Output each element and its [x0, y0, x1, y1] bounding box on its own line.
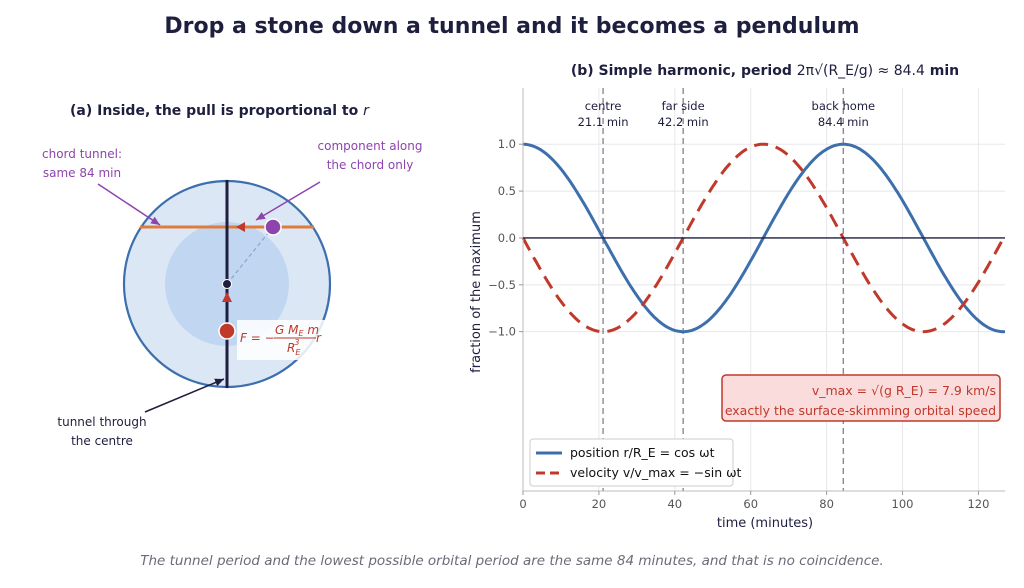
x-tick-label: 20: [592, 497, 607, 511]
stone: [218, 322, 236, 340]
tunnel-note-line2: the centre: [71, 434, 133, 448]
y-tick-label: 1.0: [498, 137, 516, 151]
chord-note-line2: same 84 min: [43, 166, 121, 180]
x-tick-label: 80: [819, 497, 834, 511]
legend: position r/R_E = cos ωt velocity v/v_max…: [529, 438, 742, 487]
vline-label: back home: [812, 99, 876, 113]
component-note-line1: component along: [318, 139, 423, 153]
panel-a: (a) Inside, the pull is proportional to …: [42, 103, 422, 448]
vline-label: centre: [585, 99, 622, 113]
vline-label: far side: [662, 99, 705, 113]
annotation-box: v_max = √(g R_E) = 7.9 km/s exactly the …: [721, 374, 1001, 422]
force-label-bg: [237, 320, 329, 360]
annotation-line2: exactly the surface-skimming orbital spe…: [725, 403, 996, 418]
y-tick-label: −0.5: [488, 278, 516, 292]
legend-box: [529, 438, 734, 487]
chord-note-arrow: [97, 183, 161, 226]
panel-b: (b) Simple harmonic, period 2π√(R_E/g) ≈…: [469, 63, 1007, 531]
chord-stone: [264, 218, 282, 236]
chord-force-arrow: [236, 222, 245, 232]
vline-value: 84.4 min: [818, 115, 869, 129]
y-tick-label: 0.0: [498, 231, 516, 245]
radius-line: [226, 226, 274, 285]
force-arrow: [222, 292, 232, 302]
svg-text:r: r: [316, 331, 322, 345]
svg-text:F = −: F = −: [240, 331, 275, 345]
legend-label-position: position r/R_E = cos ωt: [570, 445, 715, 460]
x-tick-label: 120: [967, 497, 989, 511]
x-tick-label: 0: [519, 497, 526, 511]
legend-label-velocity: velocity v/v_max = −sin ωt: [570, 465, 742, 480]
series-velocity-line: [521, 142, 1007, 334]
y-tick-label: −1.0: [488, 325, 516, 339]
tunnel-note-arrow: [144, 378, 225, 413]
svg-text:RE3: RE3: [287, 338, 301, 357]
x-tick-label: 40: [667, 497, 682, 511]
chart-ticks: 0 20 40 60 80 100 120 1.0 0.5 0.0 −0.5 −1.0: [488, 137, 989, 511]
x-tick-label: 100: [892, 497, 914, 511]
x-tick-label: 60: [743, 497, 758, 511]
chart-grid: [522, 88, 1005, 491]
footer-caption: The tunnel period and the lowest possibl…: [140, 553, 884, 569]
component-note-line2: the chord only: [327, 158, 414, 172]
main-title: Drop a stone down a tunnel and it become…: [164, 14, 860, 39]
chart-axes: [522, 88, 1005, 492]
vline-value: 42.2 min: [658, 115, 709, 129]
chart-title: (b) Simple harmonic, period 2π√(R_E/g) ≈…: [571, 63, 959, 79]
x-axis-label: time (minutes): [717, 516, 813, 531]
component-note-arrow: [255, 181, 321, 221]
vline-value: 21.1 min: [578, 115, 629, 129]
earth-centre: [222, 279, 232, 289]
chart-vlines: centre 21.1 min far side 42.2 min back home 8…: [578, 88, 876, 491]
y-axis-label: fraction of the maximum: [469, 211, 484, 373]
panel-a-title: (a) Inside, the pull is proportional to …: [70, 103, 370, 119]
svg-text:G ME m: G ME m: [275, 323, 319, 338]
annotation-line1: v_max = √(g R_E) = 7.9 km/s: [812, 383, 996, 398]
force-formula: F = − G ME m RE3 r: [240, 323, 322, 357]
tunnel-note-line1: tunnel through: [57, 415, 146, 429]
y-tick-label: 0.5: [498, 184, 516, 198]
chord-note-line1: chord tunnel:: [42, 147, 122, 161]
